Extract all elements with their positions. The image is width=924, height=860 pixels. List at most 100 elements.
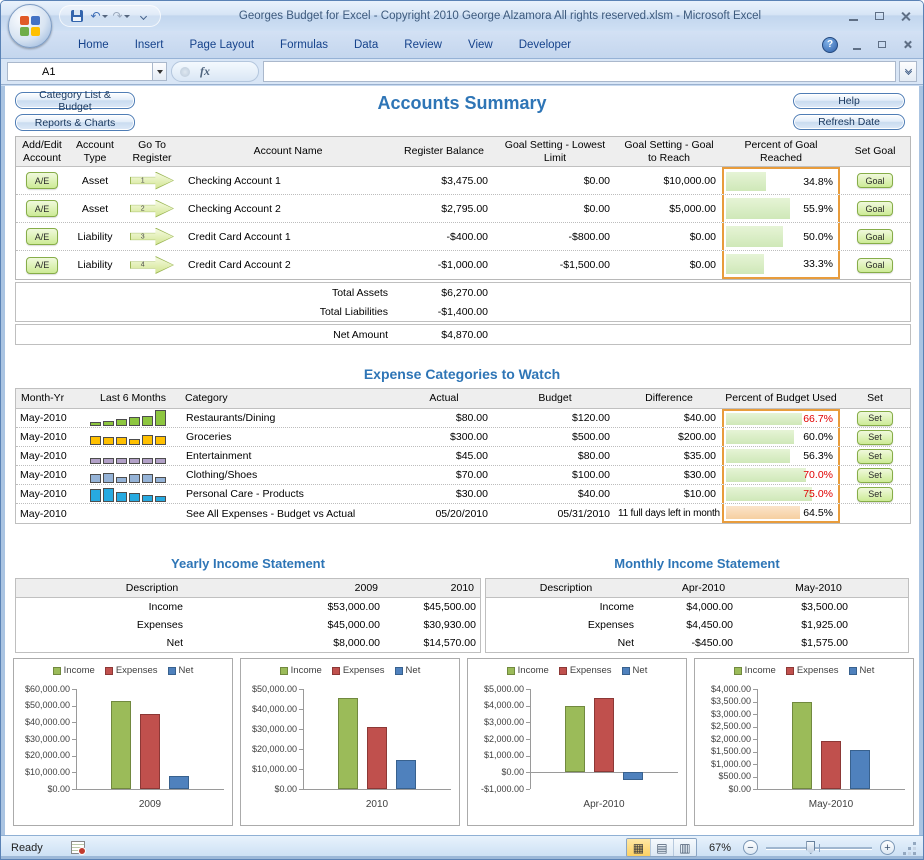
tab-insert[interactable]: Insert [134,38,164,51]
legend-item: Expenses [331,665,385,676]
set-button[interactable]: Set [857,486,893,502]
set-cell [840,504,910,523]
axis-tick-mark [526,739,530,740]
add-edit-button[interactable]: A/E [26,200,58,217]
view-shortcuts: ▦ ▤ ▥ [625,838,697,857]
register-arrow-button[interactable]: 4 [130,256,174,274]
undo-dropdown-icon [101,14,108,18]
workbook-close-button[interactable] [901,40,913,50]
axis-tick-label: $3,000.00 [710,708,751,719]
axis-tick-mark [753,689,757,690]
tab-page-layout[interactable]: Page Layout [189,38,255,51]
workbook-minimize-button[interactable] [851,40,863,50]
page-layout-view-button[interactable]: ▤ [649,839,673,856]
name-box[interactable] [7,62,153,81]
zoom-slider[interactable] [766,840,872,855]
x-axis-line [530,772,678,774]
set-goal-button[interactable]: Goal [857,201,893,216]
goal-to-reach-cell: $0.00 [689,230,716,243]
register-balance-cell: $3,475.00 [441,174,488,187]
tab-data[interactable]: Data [353,38,379,51]
resize-grip[interactable] [903,840,917,856]
spark-bar [90,474,101,483]
qat-customize-button[interactable] [134,7,152,25]
tab-home[interactable]: Home [78,38,109,51]
set-button[interactable]: Set [857,448,893,464]
tab-developer[interactable]: Developer [518,38,572,51]
insert-function-button[interactable]: fx [171,61,259,82]
legend-swatch [506,666,515,675]
col-goal-lowest-limit: Goal Setting - Lowest Limit [504,139,606,164]
chart-2010: Income Expenses Net $0.00 $10,000.00 $20,000.… [240,658,460,826]
undo-button[interactable]: ↶ [90,7,108,25]
zoom-out-button[interactable]: − [743,840,758,855]
percent-budget-bar [726,468,806,482]
spark-bar [129,439,140,445]
axis-tick-label: $2,000.00 [483,733,524,744]
category-label: May-2010 [808,799,854,810]
sheet-help-button[interactable]: Help [793,93,905,109]
set-button[interactable]: Set [857,467,893,483]
formula-input[interactable] [263,61,896,82]
tab-review[interactable]: Review [404,38,442,51]
col-goal-to-reach: Goal Setting - Goal to Reach [624,139,714,164]
redo-button[interactable]: ↷ [112,7,130,25]
workbook-restore-button[interactable] [876,40,888,50]
set-button[interactable]: Set [857,429,893,445]
close-button[interactable] [899,11,911,21]
zoom-slider-thumb[interactable] [806,841,816,854]
spark-bar [142,495,153,502]
set-button[interactable]: Set [857,410,893,426]
set-goal-button[interactable]: Goal [857,173,893,188]
macro-record-icon[interactable] [70,841,86,855]
legend-item: Income [279,665,322,676]
percent-goal-value: 50.0% [803,230,833,243]
spark-bar [103,458,114,464]
add-edit-button[interactable]: A/E [26,228,58,245]
help-button[interactable]: ? [822,36,838,53]
set-goal-button[interactable]: Goal [857,229,893,244]
zoom-level[interactable]: 67% [708,841,731,854]
register-arrow-button[interactable]: 1 [130,171,174,190]
register-arrow-button[interactable]: 2 [130,199,174,218]
set-goal-button[interactable]: Goal [857,257,893,273]
axis-tick-mark [72,739,76,740]
register-arrow-button[interactable]: 3 [130,227,174,246]
fx-icon: fx [200,64,210,78]
minimize-button[interactable] [847,11,859,21]
category-list-budget-button[interactable]: Category List & Budget [15,89,135,113]
formula-bar-expand-button[interactable] [899,61,917,82]
axis-tick-label: $3,500.00 [710,696,751,706]
col-2009: 2009 [354,581,378,594]
add-edit-button[interactable]: A/E [26,256,58,274]
zoom-in-button[interactable]: + [880,840,895,855]
reports-charts-button[interactable]: Reports & Charts [15,114,135,131]
legend-item: Income [733,665,776,676]
register-balance-cell: -$400.00 [446,230,488,243]
net-amount-value: $4,870.00 [441,328,488,341]
col-add-edit-account: Add/Edit Account [22,139,62,164]
percent-goal-value: 33.3% [803,258,833,270]
legend-swatch [785,666,794,675]
restore-button[interactable] [873,11,885,21]
income-row-label: Income [599,601,634,613]
tab-formulas[interactable]: Formulas [280,38,328,51]
axis-tick-mark [753,714,757,715]
bar-expenses [594,698,614,773]
yearly-income-table: Description 2009 2010 Income $53,000.00 $4… [15,578,481,653]
x-axis-line [303,789,451,790]
axis-tick-mark [526,722,530,724]
expense-row: May-2010 Groceries $300.00 $500.00 $200.00 60… [16,428,910,447]
tab-view[interactable]: View [468,38,493,51]
bar-income [111,700,131,789]
office-button[interactable] [8,4,52,48]
col-set-goal: Set Goal [854,145,896,158]
name-box-dropdown[interactable] [153,62,167,81]
save-button[interactable] [68,7,86,25]
page-break-view-button[interactable]: ▥ [672,839,696,856]
add-edit-button[interactable]: A/E [26,172,58,189]
minimize-icon [853,47,861,50]
refresh-date-button[interactable]: Refresh Date [793,114,905,130]
normal-view-button[interactable]: ▦ [626,839,650,856]
